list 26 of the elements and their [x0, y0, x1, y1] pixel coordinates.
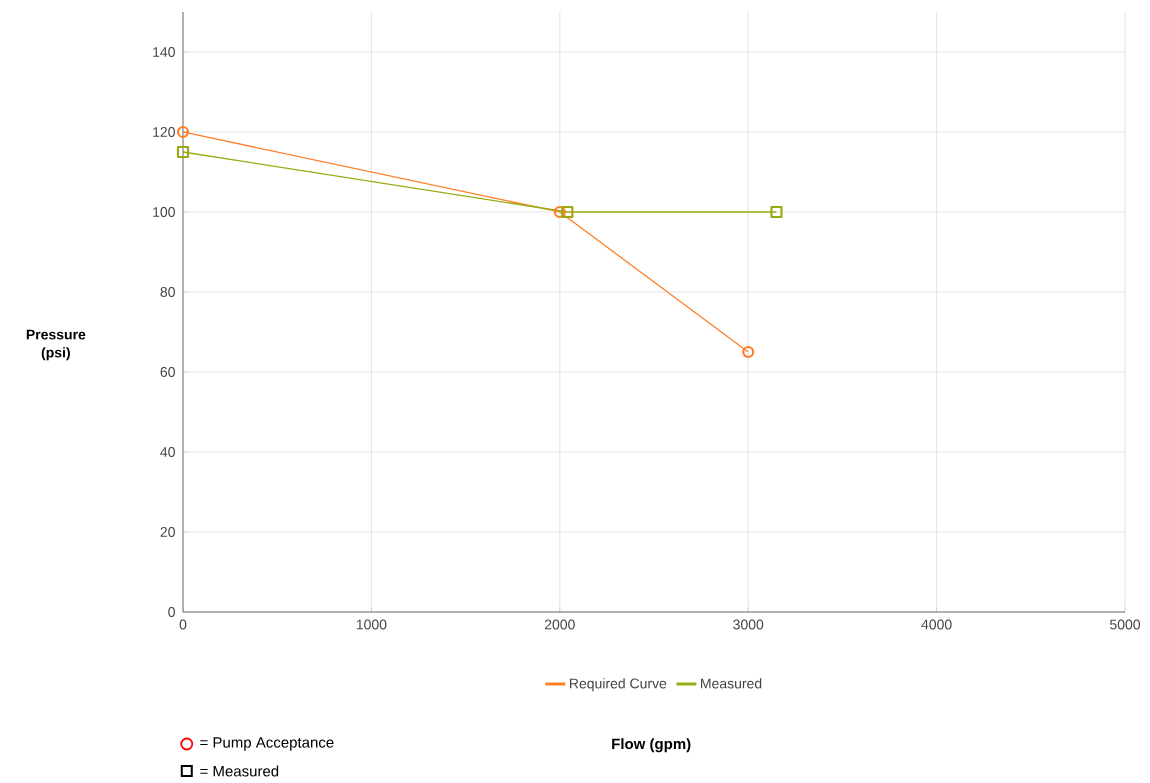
y-tick-label: 20 — [160, 527, 175, 537]
text: Flow (gpm) — [612, 738, 691, 753]
point — [770, 205, 783, 219]
point — [176, 125, 190, 139]
x-tick-label: 3000 — [733, 619, 764, 630]
y-tick-label: 60 — [160, 367, 175, 377]
text: = Pump Acceptance — [200, 737, 334, 751]
legend-label: Measured — [701, 678, 762, 689]
y-tick-label: 0 — [168, 607, 175, 617]
point — [561, 205, 574, 219]
x-tick-label: 0 — [179, 619, 187, 630]
x-tick-label: 1000 — [356, 619, 387, 630]
y-axis-title: Pressure (psi) — [26, 329, 86, 361]
x-tick-label: 4000 — [921, 619, 952, 630]
text: = Measured — [200, 765, 279, 777]
y-tick-label: 120 — [153, 127, 175, 137]
point — [176, 145, 190, 159]
point — [742, 345, 755, 359]
y-tick-label: 140 — [153, 47, 175, 57]
point — [553, 205, 566, 219]
x-tick-label: 5000 — [1109, 619, 1141, 630]
y-tick-label: 100 — [153, 207, 175, 217]
legend-label: Required Curve — [570, 678, 667, 692]
y-tick-label: 80 — [160, 287, 175, 297]
y-tick-label: 40 — [160, 447, 175, 457]
x-tick-label: 2000 — [544, 619, 575, 630]
